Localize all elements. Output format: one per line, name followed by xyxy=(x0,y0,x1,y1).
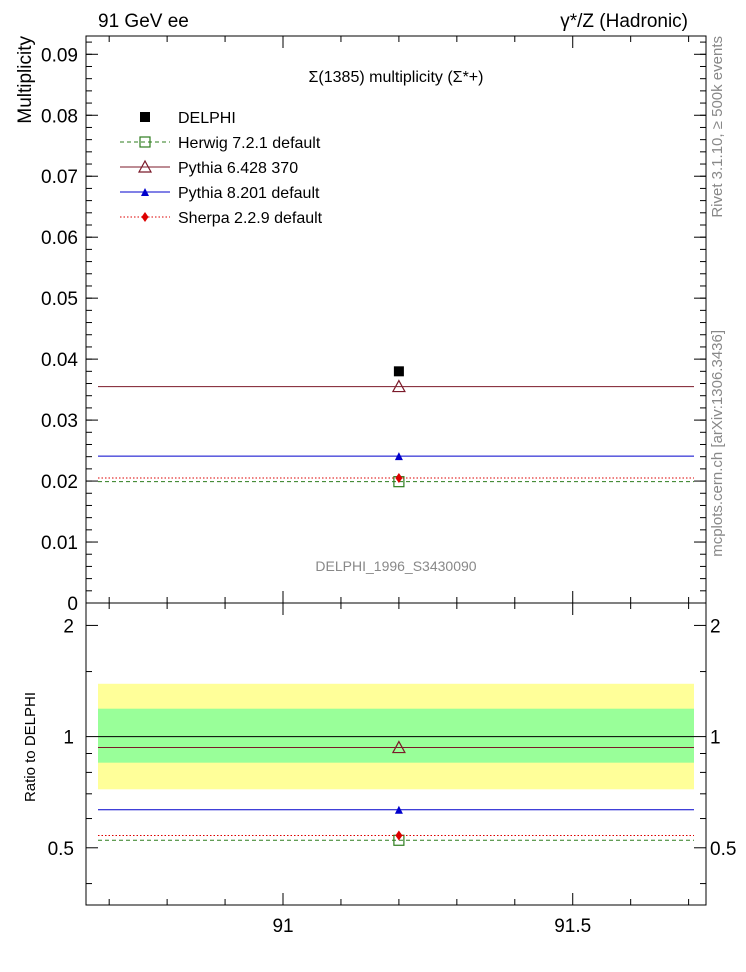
legend-label-pythia-8-201-default: Pythia 8.201 default xyxy=(178,185,320,202)
legend-marker-herwig-7-2-1-default xyxy=(139,136,151,148)
main-point-delphi xyxy=(393,366,404,377)
main-point-pythia-6-428-370 xyxy=(391,379,406,393)
legend-label-delphi: DELPHI xyxy=(178,110,236,127)
legend-label-pythia-6-428-370: Pythia 6.428 370 xyxy=(178,160,298,177)
mcplots-label: mcplots.cern.ch [arXiv:1306.3436] xyxy=(709,330,726,557)
legend-marker-pythia-8-201-default xyxy=(141,188,149,196)
ratio-y-tick-label-1: 1 xyxy=(63,728,74,749)
legend-marker-delphi xyxy=(140,112,150,122)
main-series-group xyxy=(98,366,694,488)
ratio-band-1 xyxy=(98,708,694,763)
main-y-axis-label: Multiplicity xyxy=(15,36,36,124)
main-y-tick-label-7: 0.07 xyxy=(41,167,78,188)
analysis-watermark: DELPHI_1996_S3430090 xyxy=(315,558,476,574)
main-y-tick-label-0: 0 xyxy=(67,594,78,615)
ratio-y-tick-label-0: 0.5 xyxy=(48,839,74,860)
plot-title: Σ(1385) multiplicity (Σ*+) xyxy=(309,69,484,86)
main-y-tick-label-5: 0.05 xyxy=(41,289,78,310)
rivet-version-label: Rivet 3.1.10, ≥ 500k events xyxy=(709,36,726,218)
legend-marker-pythia-6-428-370 xyxy=(137,159,153,173)
ratio-point-pythia-8-201-default xyxy=(394,805,403,814)
ratio-series-group xyxy=(98,736,694,846)
main-y-tick-label-1: 0.01 xyxy=(41,533,78,554)
axes-group: 0 0.01 0.02 0.03 0.04 0.05 0.06 0.07 0.08 0.09 91 9… xyxy=(41,36,736,937)
legend: DELPHI Herwig 7.2.1 default Pythia 6.428 3… xyxy=(120,110,323,227)
ratio-plot-frame xyxy=(85,602,707,906)
ratio-x-tick-label-0: 91 xyxy=(272,916,293,937)
legend-marker-sherpa-2-2-9-default xyxy=(141,212,149,222)
header-right-label: γ*/Z (Hadronic) xyxy=(560,11,688,32)
main-y-tick-label-9: 0.09 xyxy=(41,45,78,66)
main-y-tick-label-6: 0.06 xyxy=(41,228,78,249)
main-point-pythia-8-201-default xyxy=(394,452,403,461)
main-y-tick-label-4: 0.04 xyxy=(41,350,78,371)
ratio-y-tick-label-2: 2 xyxy=(63,616,74,637)
header-left-label: 91 GeV ee xyxy=(98,11,189,32)
legend-label-herwig-7-2-1-default: Herwig 7.2.1 default xyxy=(178,135,321,152)
main-y-tick-label-8: 0.08 xyxy=(41,106,78,127)
ratio-point-sherpa-2-2-9-default xyxy=(395,830,403,841)
main-y-tick-label-3: 0.03 xyxy=(41,411,78,432)
main-y-tick-label-2: 0.02 xyxy=(41,472,78,493)
ratio-y-axis-label: Ratio to DELPHI xyxy=(22,692,39,802)
ratio-point-pythia-6-428-370 xyxy=(391,740,406,754)
ratio-y-tick-label-right-1: 1 xyxy=(710,728,721,749)
ratio-y-tick-label-right-2: 2 xyxy=(710,616,721,637)
ratio-x-tick-label-1: 91.5 xyxy=(554,916,591,937)
legend-label-sherpa-2-2-9-default: Sherpa 2.2.9 default xyxy=(178,210,323,227)
main-point-sherpa-2-2-9-default xyxy=(395,473,403,484)
ratio-y-tick-label-right-0: 0.5 xyxy=(710,839,736,860)
